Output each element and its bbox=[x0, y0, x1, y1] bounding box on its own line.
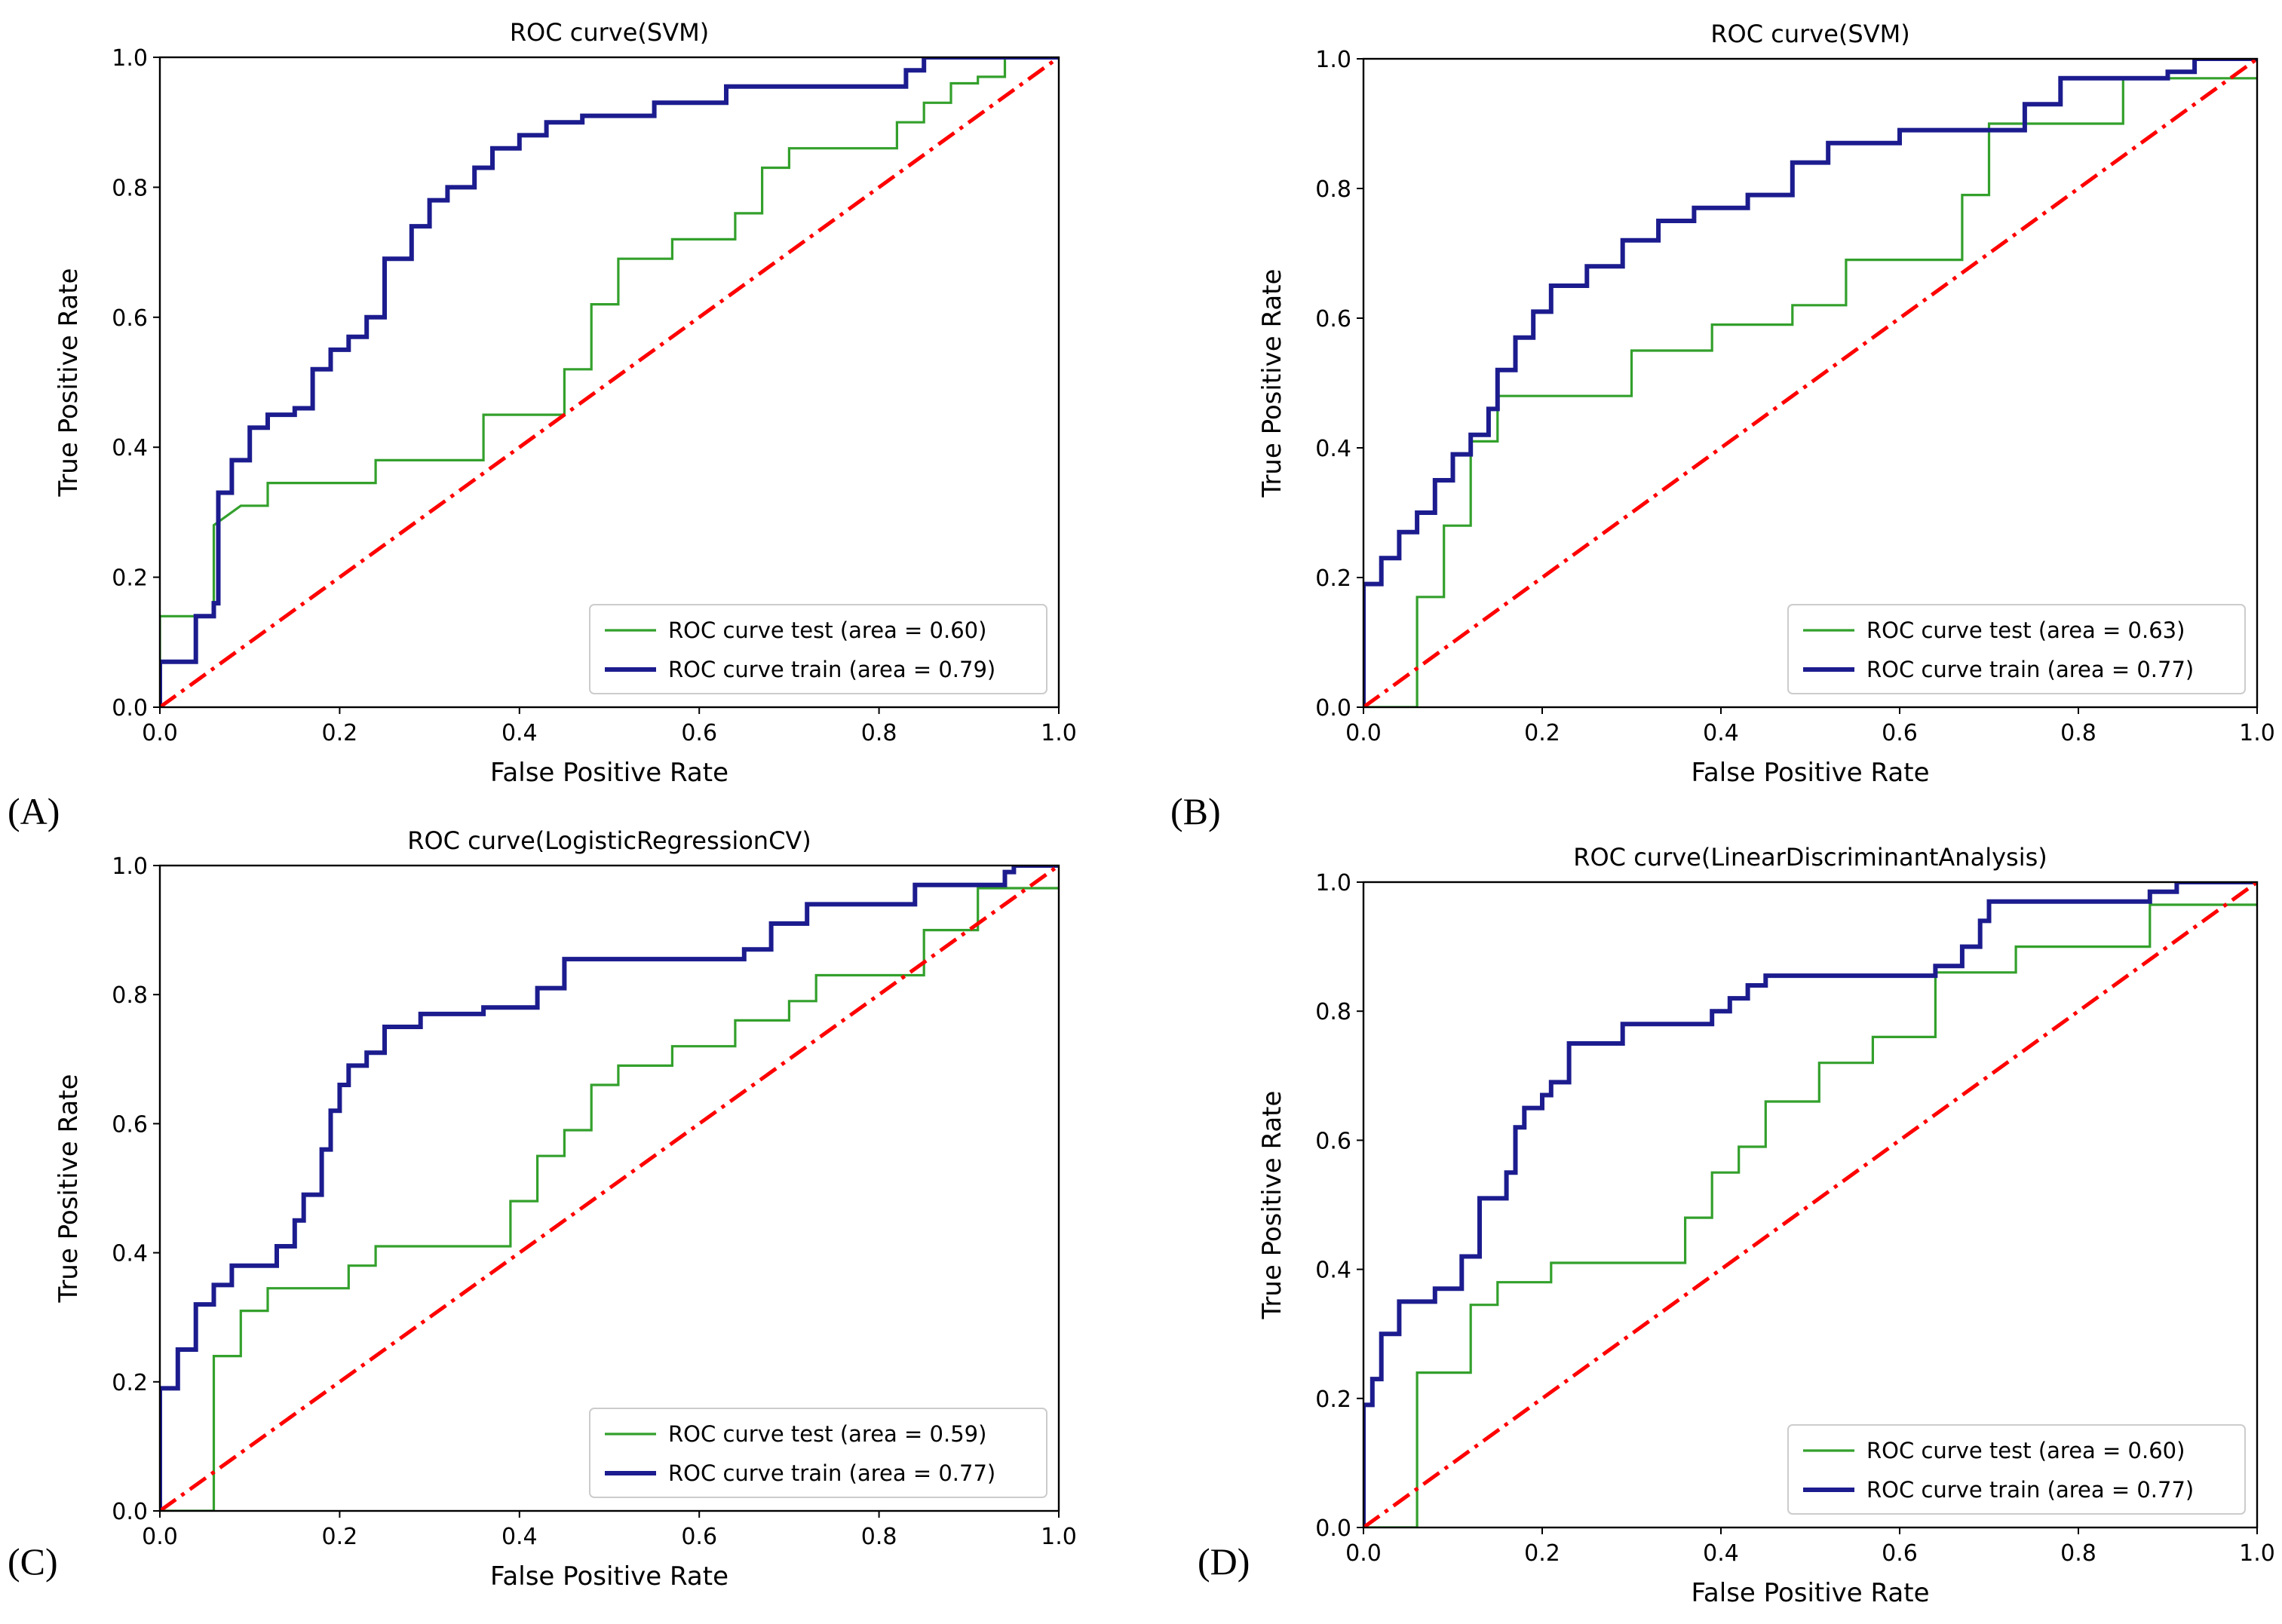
y-tick-label: 1.0 bbox=[1315, 47, 1351, 73]
roc-panel-4: ROC curve(LinearDiscriminantAnalysis) 0.0… bbox=[1257, 843, 2275, 1608]
y-tick-label: 0.4 bbox=[1315, 1258, 1351, 1284]
plot-area bbox=[160, 57, 1059, 707]
series-line-diagonal bbox=[160, 57, 1059, 707]
x-tick-label: 0.4 bbox=[1703, 720, 1739, 746]
x-tick-label: 0.8 bbox=[2060, 720, 2096, 746]
y-tick-label: 0.8 bbox=[112, 982, 148, 1009]
x-tick-label: 0.8 bbox=[2060, 1540, 2096, 1567]
y-tick-label: 0.8 bbox=[112, 175, 148, 201]
x-axis-label: False Positive Rate bbox=[1692, 758, 1930, 788]
y-tick-label: 0.4 bbox=[112, 435, 148, 461]
chart-title: ROC curve(LogisticRegressionCV) bbox=[407, 826, 811, 855]
x-tick-label: 0.6 bbox=[681, 1524, 717, 1550]
x-tick-label: 0.2 bbox=[322, 720, 358, 746]
y-tick-label: 0.2 bbox=[112, 1370, 148, 1396]
x-tick-label: 1.0 bbox=[2239, 1540, 2275, 1567]
legend-box bbox=[1787, 604, 2246, 694]
x-axis-label: False Positive Rate bbox=[490, 758, 728, 788]
y-axis-label: True Positive Rate bbox=[54, 268, 84, 498]
y-tick-label: 0.2 bbox=[1315, 1387, 1351, 1413]
x-tick-label: 0.0 bbox=[1345, 1540, 1382, 1567]
y-tick-label: 0.2 bbox=[1315, 565, 1351, 592]
y-tick-label: 0.8 bbox=[1315, 999, 1351, 1025]
x-tick-label: 0.6 bbox=[1882, 720, 1918, 746]
series-line-test bbox=[160, 57, 1059, 707]
legend-entry-test: ROC curve test (area = 0.59) bbox=[668, 1421, 986, 1447]
y-tick-label: 0.6 bbox=[112, 305, 148, 332]
legend-box bbox=[589, 604, 1047, 694]
y-tick-label: 1.0 bbox=[1315, 870, 1351, 896]
roc-panel-1: ROC curve(SVM) 0.0 0.2 0.4 0.6 0.8 1.0 0.0 0.2 0.… bbox=[54, 18, 1077, 788]
series-line-train bbox=[160, 57, 1059, 707]
legend-entry-test: ROC curve test (area = 0.63) bbox=[1866, 617, 2185, 643]
x-tick-label: 0.6 bbox=[1882, 1540, 1918, 1567]
x-tick-label: 0.0 bbox=[1345, 720, 1382, 746]
series-line-train bbox=[1363, 59, 2257, 707]
series-line-train bbox=[160, 866, 1059, 1511]
panel-label: (A) bbox=[8, 790, 60, 832]
x-tick-label: 0.4 bbox=[1703, 1540, 1739, 1567]
plot-area bbox=[160, 866, 1059, 1511]
roc-panel-3: ROC curve(LogisticRegressionCV) 0.0 0.2 0.4… bbox=[54, 826, 1077, 1592]
x-tick-label: 0.2 bbox=[1524, 1540, 1560, 1567]
y-axis-label: True Positive Rate bbox=[1257, 1091, 1287, 1320]
legend-entry-train: ROC curve train (area = 0.77) bbox=[1866, 1477, 2194, 1503]
legend-entry-train: ROC curve train (area = 0.79) bbox=[668, 657, 995, 682]
series-line-test bbox=[1363, 903, 2257, 1527]
y-tick-label: 0.4 bbox=[112, 1241, 148, 1267]
panel-label: (B) bbox=[1170, 790, 1221, 832]
roc-panel-2: ROC curve(SVM) 0.0 0.2 0.4 0.6 0.8 1.0 0.0 0.2 0.… bbox=[1257, 20, 2275, 788]
series-line-train bbox=[1363, 882, 2257, 1527]
plot-area bbox=[1363, 59, 2257, 707]
y-tick-label: 0.0 bbox=[112, 1499, 148, 1525]
panel-label: (C) bbox=[8, 1540, 58, 1583]
y-tick-label: 0.2 bbox=[112, 565, 148, 592]
x-tick-label: 0.2 bbox=[1524, 720, 1560, 746]
legend-entry-train: ROC curve train (area = 0.77) bbox=[1866, 657, 2194, 682]
y-tick-label: 0.6 bbox=[1315, 306, 1351, 332]
y-tick-label: 0.0 bbox=[1315, 695, 1351, 722]
x-tick-label: 0.4 bbox=[501, 1524, 538, 1550]
panel-label: (D) bbox=[1198, 1540, 1250, 1583]
x-axis-label: False Positive Rate bbox=[1692, 1578, 1930, 1608]
x-tick-label: 0.8 bbox=[861, 720, 897, 746]
plot-area bbox=[1363, 882, 2257, 1527]
x-tick-label: 0.2 bbox=[322, 1524, 358, 1550]
y-tick-label: 0.4 bbox=[1315, 436, 1351, 462]
series-line-test bbox=[1363, 77, 2257, 707]
series-line-test bbox=[160, 887, 1059, 1511]
y-tick-label: 0.0 bbox=[1315, 1515, 1351, 1542]
x-tick-label: 1.0 bbox=[1041, 1524, 1077, 1550]
x-tick-label: 1.0 bbox=[2239, 720, 2275, 746]
y-tick-label: 1.0 bbox=[112, 853, 148, 880]
x-tick-label: 0.8 bbox=[861, 1524, 897, 1550]
legend-entry-train: ROC curve train (area = 0.77) bbox=[668, 1460, 995, 1486]
axes-frame bbox=[1362, 57, 2259, 709]
y-tick-label: 1.0 bbox=[112, 45, 148, 72]
axes-frame bbox=[1362, 881, 2259, 1529]
y-axis-label: True Positive Rate bbox=[1257, 269, 1287, 498]
x-tick-label: 0.0 bbox=[142, 1524, 178, 1550]
chart-title: ROC curve(SVM) bbox=[1710, 20, 1909, 48]
y-tick-label: 0.6 bbox=[1315, 1128, 1351, 1154]
legend-entry-test: ROC curve test (area = 0.60) bbox=[668, 617, 986, 643]
x-tick-label: 1.0 bbox=[1041, 720, 1077, 746]
chart-title: ROC curve(SVM) bbox=[510, 18, 709, 47]
legend-box bbox=[589, 1408, 1047, 1498]
y-tick-label: 0.6 bbox=[112, 1111, 148, 1138]
x-tick-label: 0.4 bbox=[501, 720, 538, 746]
y-tick-label: 0.8 bbox=[1315, 176, 1351, 203]
axes-frame bbox=[158, 864, 1060, 1512]
x-tick-label: 0.0 bbox=[142, 720, 178, 746]
chart-title: ROC curve(LinearDiscriminantAnalysis) bbox=[1573, 843, 2047, 872]
legend-box bbox=[1787, 1424, 2246, 1515]
legend-entry-test: ROC curve test (area = 0.60) bbox=[1866, 1438, 2185, 1463]
x-axis-label: False Positive Rate bbox=[490, 1561, 728, 1592]
y-axis-label: True Positive Rate bbox=[54, 1074, 84, 1304]
y-tick-label: 0.0 bbox=[112, 695, 148, 722]
x-tick-label: 0.6 bbox=[681, 720, 717, 746]
axes-frame bbox=[158, 56, 1060, 709]
